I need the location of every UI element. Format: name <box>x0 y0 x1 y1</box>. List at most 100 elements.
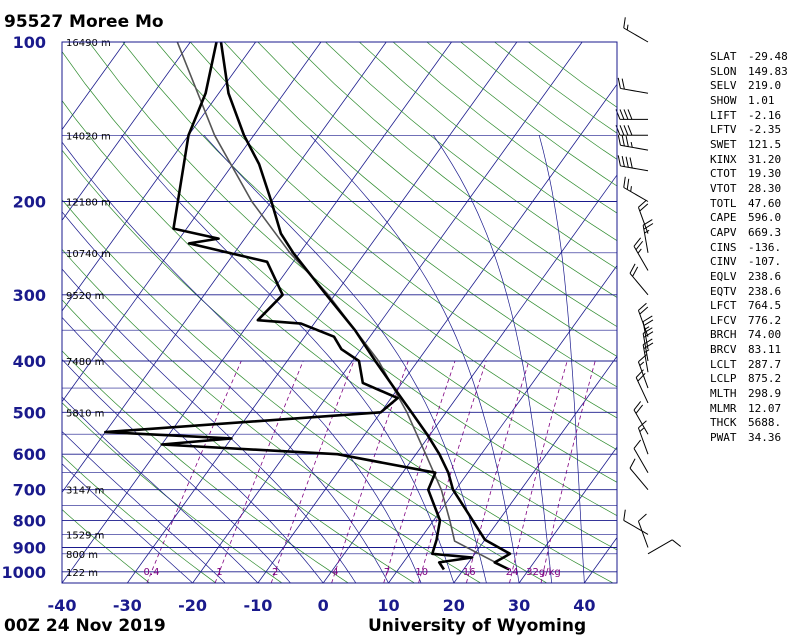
index-key: SLON <box>710 64 737 78</box>
wind-barb <box>617 155 649 172</box>
index-row: EQTV 238.6 <box>710 285 788 300</box>
wind-barb <box>623 176 649 202</box>
index-row: CAPE 596.0 <box>710 211 788 226</box>
index-value: 34.36 <box>748 431 782 445</box>
index-value: 31.20 <box>748 152 782 166</box>
moist-adiabat-line <box>203 135 487 583</box>
wind-barbs <box>615 17 682 555</box>
dry-adiabat-line <box>62 455 217 583</box>
isotherm-line <box>62 42 191 221</box>
index-value: 298.9 <box>748 387 782 401</box>
index-row: SELV 219.0 <box>710 79 788 94</box>
wind-barb <box>629 458 649 491</box>
index-value: 764.5 <box>748 299 782 313</box>
mixing-ratio-labels: 0.4 1 2 4 7 10 16 24 32g/kg <box>144 567 561 578</box>
sounding-profiles <box>104 42 512 571</box>
wind-barb <box>635 369 649 404</box>
isotherm-line <box>388 264 617 583</box>
index-value: 19.30 <box>748 167 782 181</box>
index-value: 12.07 <box>748 401 782 415</box>
isotherm-line <box>62 42 257 312</box>
index-row: LCLP 875.2 <box>710 372 788 387</box>
mixing-ratio-line <box>214 360 304 583</box>
index-key: BRCV <box>710 343 737 357</box>
index-row: SWET 121.5 <box>710 138 788 153</box>
index-row: TOTL 47.60 <box>710 197 788 212</box>
mixing-ratio-label: 0.4 <box>144 567 160 578</box>
temperature-axis-labels: -40 -30 -20 -10 0 10 20 30 40 <box>48 596 596 615</box>
index-key: LIFT <box>710 108 737 122</box>
isotherm-line <box>62 42 453 583</box>
index-value: 596.0 <box>748 211 782 225</box>
isotherm-line <box>192 42 583 583</box>
index-key: LCLT <box>710 357 737 371</box>
index-key: SLAT <box>710 50 737 63</box>
mixing-ratio-label: 7 <box>384 567 390 578</box>
index-row: LIFT -2.16 <box>710 109 788 124</box>
wind-barb <box>637 513 649 548</box>
index-key: SELV <box>710 79 737 93</box>
temperature-tick-label: 40 <box>573 596 595 615</box>
wind-barb <box>637 420 649 455</box>
pressure-tick-label: 900 <box>13 539 46 558</box>
dry-adiabat-line <box>62 199 548 583</box>
index-value: 238.6 <box>748 284 782 298</box>
temperature-tick-label: 0 <box>318 596 329 615</box>
height-labels: 16490 m 14020 m 12180 m 10740 m 9520 m 7480 m… <box>66 38 111 579</box>
index-value: 121.5 <box>748 137 782 151</box>
index-value: -107. <box>748 255 782 269</box>
index-row: BRCH 74.00 <box>710 328 788 343</box>
temperature-tick-label: -40 <box>48 596 77 615</box>
wind-barb <box>615 125 648 136</box>
index-key: LFCV <box>710 313 737 327</box>
index-row: MLTH 298.9 <box>710 387 788 402</box>
index-row: BRCV 83.11 <box>710 343 788 358</box>
height-label: 3147 m <box>66 486 104 497</box>
index-key: THCK <box>710 416 737 430</box>
isotherm-line <box>62 42 126 131</box>
index-row: CTOT 19.30 <box>710 167 788 182</box>
wind-barb <box>642 338 654 373</box>
mixing-ratio-label: 1 <box>216 567 222 578</box>
mixing-ratio-line <box>383 360 456 583</box>
index-value: -2.16 <box>748 108 782 122</box>
index-row: CAPV 669.3 <box>710 226 788 241</box>
dry-adiabat-line <box>62 299 416 583</box>
wind-barb <box>633 439 649 473</box>
dry-adiabat-line <box>190 42 617 388</box>
mixing-ratio-line <box>509 360 568 583</box>
index-row: LFTV -2.35 <box>710 123 788 138</box>
moist-adiabat-line <box>310 135 520 583</box>
dewpoint-trace <box>104 42 474 571</box>
pressure-tick-label: 500 <box>13 403 46 422</box>
temperature-tick-label: 10 <box>377 596 399 615</box>
index-value: -136. <box>748 240 782 254</box>
index-row: MLMR 12.07 <box>710 402 788 417</box>
wind-barb <box>633 401 649 435</box>
index-key: LFTV <box>710 123 737 137</box>
dry-adiabat-line <box>62 509 151 583</box>
wind-barb <box>615 109 648 120</box>
moist-adiabat-line <box>62 316 324 583</box>
index-row: CINS -136. <box>710 241 788 256</box>
index-key: VTOT <box>710 181 737 195</box>
wind-barb <box>633 237 649 271</box>
dry-adiabat-line <box>122 42 617 451</box>
dry-adiabat-line <box>156 42 617 419</box>
index-value: -29.48 <box>748 50 788 63</box>
temperature-trace <box>219 42 512 571</box>
index-row: EQLV 238.6 <box>710 270 788 285</box>
index-value: 47.60 <box>748 196 782 210</box>
pressure-tick-label: 700 <box>13 481 46 500</box>
isotherm-line <box>322 174 617 583</box>
wind-barb <box>637 302 649 337</box>
pressure-tick-label: 400 <box>13 352 46 371</box>
mixing-ratio-line <box>146 360 242 583</box>
index-key: LFCT <box>710 299 737 313</box>
index-key: BRCH <box>710 328 737 342</box>
wind-barb <box>617 77 649 94</box>
temperature-tick-label: -30 <box>113 596 142 615</box>
stability-indices: SLAT -29.48 SLON 149.83 SELV 219.0 SHOW 1.01 LIF… <box>710 50 788 446</box>
isotherm-line <box>126 42 518 583</box>
wind-barb <box>647 539 682 555</box>
